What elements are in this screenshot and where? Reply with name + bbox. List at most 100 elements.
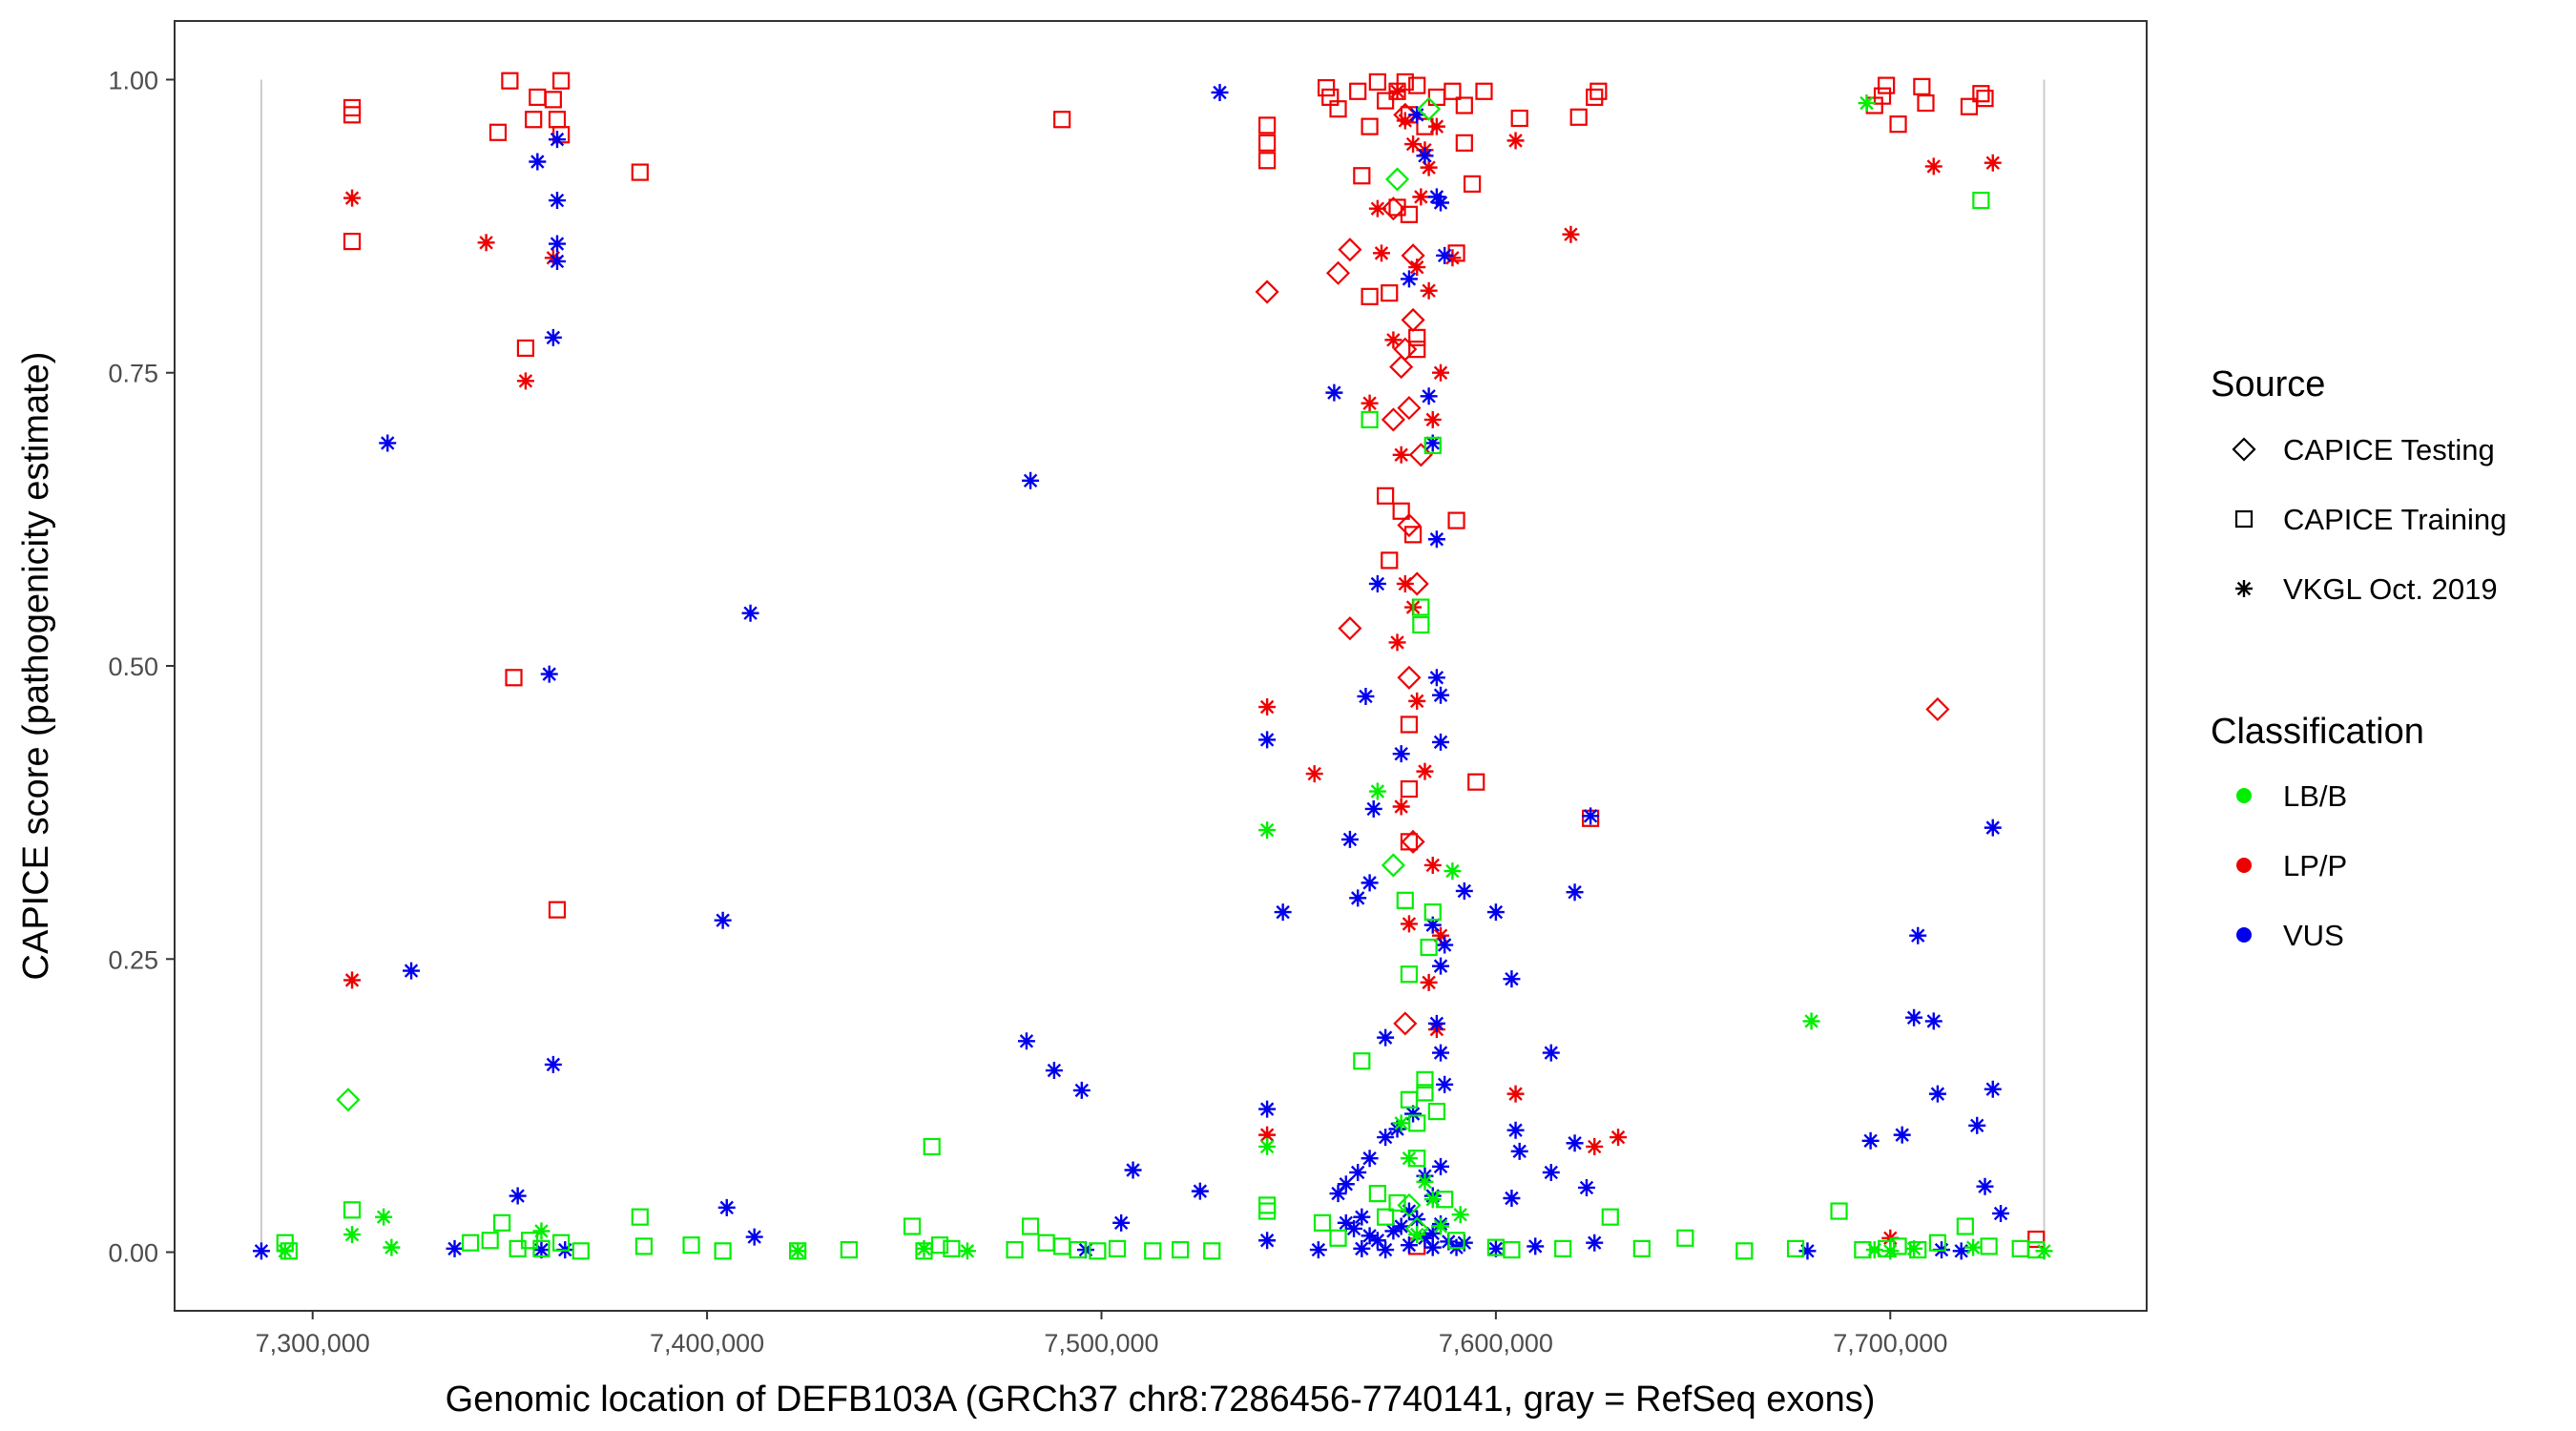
data-point xyxy=(336,1088,361,1112)
x-tick-label: 7,300,000 xyxy=(256,1329,370,1358)
data-point xyxy=(1455,881,1473,900)
data-point xyxy=(1400,779,1419,798)
data-point xyxy=(1436,1075,1454,1093)
data-point xyxy=(1416,762,1434,780)
data-point xyxy=(1980,1237,1998,1255)
data-point xyxy=(1632,1239,1651,1257)
data-point xyxy=(1416,1229,1434,1247)
data-point xyxy=(682,1236,700,1255)
data-point xyxy=(1404,1105,1423,1123)
data-point xyxy=(714,1242,732,1260)
x-tick-label: 7,500,000 xyxy=(1044,1329,1158,1358)
data-point xyxy=(1925,696,1950,722)
data-point xyxy=(1392,446,1410,464)
legend-label-lpp: LP/P xyxy=(2283,849,2347,882)
data-point xyxy=(1447,511,1465,529)
data-point xyxy=(1381,551,1399,570)
data-point xyxy=(1423,916,1442,934)
data-point xyxy=(1503,1190,1521,1208)
data-point xyxy=(1353,1239,1371,1257)
data-point xyxy=(1408,341,1426,359)
legend-source-title: Source xyxy=(2211,364,2325,404)
data-point xyxy=(1423,856,1442,874)
data-point xyxy=(1527,1237,1545,1255)
data-point xyxy=(2035,1242,2053,1260)
data-point xyxy=(1017,1032,1035,1050)
data-point xyxy=(509,1187,527,1205)
data-point xyxy=(1305,765,1323,783)
data-point xyxy=(1984,819,2002,837)
x-tick-label: 7,600,000 xyxy=(1439,1329,1553,1358)
data-point xyxy=(1928,1234,1946,1252)
data-point xyxy=(1325,384,1343,402)
exon-lines xyxy=(260,79,2046,1253)
data-point xyxy=(1976,1177,1994,1195)
data-point xyxy=(383,1238,401,1256)
data-point xyxy=(548,235,566,253)
data-point xyxy=(1566,1134,1584,1152)
data-point xyxy=(379,434,397,452)
data-point xyxy=(1400,1202,1418,1220)
data-point xyxy=(741,604,759,622)
data-point xyxy=(1432,686,1450,704)
data-point xyxy=(1388,1120,1406,1138)
data-point xyxy=(1357,687,1375,705)
data-point xyxy=(1420,938,1438,957)
data-point xyxy=(1432,957,1450,975)
data-point xyxy=(481,1232,499,1250)
data-point xyxy=(1510,1142,1528,1160)
data-point xyxy=(1873,87,1892,105)
data-point xyxy=(1444,249,1462,267)
legend-asterisk-icon xyxy=(2235,580,2253,597)
legend-dot-icon xyxy=(2236,858,2252,873)
data-point xyxy=(1893,1126,1911,1144)
legend-dot-icon xyxy=(2236,788,2252,803)
data-point xyxy=(375,1208,393,1226)
data-point xyxy=(1368,782,1386,800)
data-point xyxy=(552,1234,571,1252)
data-point xyxy=(1368,574,1386,592)
data-point xyxy=(1408,328,1426,346)
data-point xyxy=(1455,134,1473,152)
data-point xyxy=(1436,936,1454,954)
legend-label-vkgl: VKGL Oct. 2019 xyxy=(2283,572,2498,606)
data-point xyxy=(1368,73,1386,92)
data-point xyxy=(1258,731,1277,749)
data-point xyxy=(1361,1227,1379,1245)
data-point xyxy=(1909,926,1927,944)
legend-dot-icon xyxy=(2236,927,2252,943)
data-point xyxy=(1258,134,1277,152)
data-point xyxy=(1392,1217,1410,1235)
data-point xyxy=(1423,903,1442,922)
data-point xyxy=(903,1217,922,1235)
data-point xyxy=(1432,1044,1450,1062)
legend-label-capice-testing: CAPICE Testing xyxy=(2283,433,2495,467)
data-point xyxy=(1377,1208,1395,1226)
data-point xyxy=(532,1222,551,1240)
y-axis-title: CAPICE score (pathogenicity estimate) xyxy=(16,352,56,981)
data-point xyxy=(1361,117,1379,135)
data-point xyxy=(1506,132,1525,150)
data-point xyxy=(505,669,523,687)
data-point xyxy=(1396,73,1414,92)
data-point xyxy=(1582,807,1600,825)
data-point xyxy=(343,98,362,117)
data-point xyxy=(1400,965,1419,984)
data-point xyxy=(1400,915,1418,933)
data-point xyxy=(1436,246,1454,264)
data-point xyxy=(1401,307,1425,332)
data-point xyxy=(1956,1217,1974,1235)
legend-item-capice-testing: CAPICE Testing xyxy=(2232,433,2495,467)
data-point xyxy=(1392,1114,1410,1132)
data-point xyxy=(1924,1012,1942,1030)
data-point xyxy=(1309,1241,1327,1259)
data-point xyxy=(544,1055,562,1073)
data-point xyxy=(1506,1085,1525,1103)
data-point xyxy=(1952,1242,1970,1260)
y-tick-label: 0.50 xyxy=(108,653,158,681)
data-point xyxy=(1124,1161,1142,1179)
data-point xyxy=(1554,1239,1572,1257)
data-point xyxy=(343,1201,362,1219)
data-point xyxy=(1377,1028,1395,1047)
legend-diamond-icon xyxy=(2232,437,2256,462)
